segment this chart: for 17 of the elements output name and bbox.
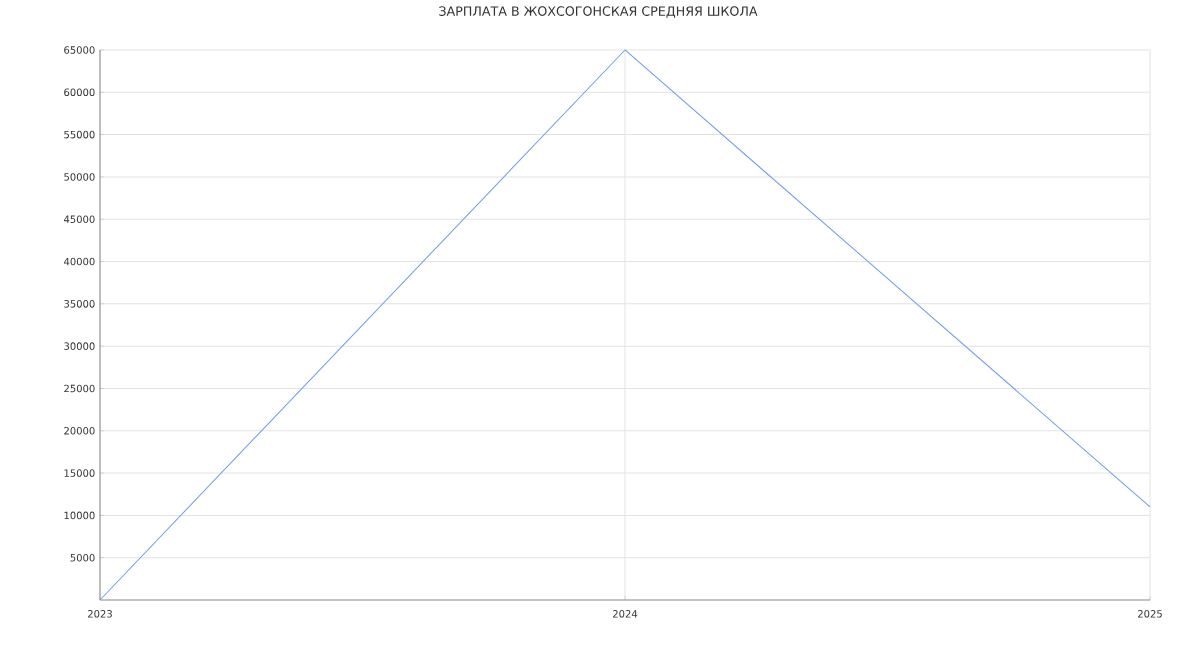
- y-tick-label: 30000: [64, 342, 95, 350]
- y-tick-label: 10000: [64, 511, 95, 520]
- y-tick-label: 15000: [64, 469, 95, 477]
- x-tick-label: 2024: [613, 610, 638, 618]
- y-tick-label: 50000: [64, 173, 95, 181]
- y-tick-label: 60000: [64, 88, 95, 97]
- y-tick-label: 55000: [64, 130, 95, 139]
- chart-title: ЗАРПЛАТА В ЖОХСОГОНСКАЯ СРЕДНЯЯ ШКОЛА: [439, 6, 758, 18]
- y-tick-label: 40000: [63, 257, 95, 266]
- y-tick-label: 20000: [64, 426, 95, 435]
- x-tick-label: 2025: [1138, 610, 1162, 618]
- y-tick-label: 25000: [64, 384, 95, 393]
- y-tick-label: 45000: [63, 215, 95, 224]
- y-tick-label: 5000: [70, 553, 95, 562]
- x-tick-label: 2023: [88, 610, 112, 618]
- y-tick-label: 35000: [64, 300, 95, 308]
- y-tick-label: 65000: [64, 46, 95, 54]
